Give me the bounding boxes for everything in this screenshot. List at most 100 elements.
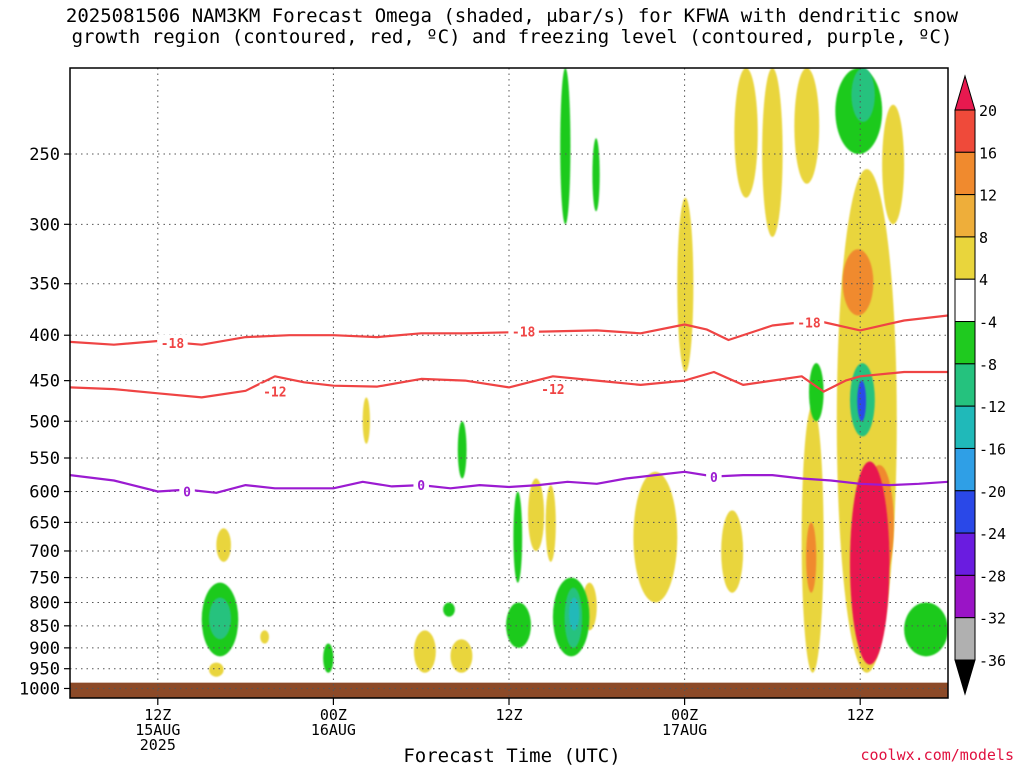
omega-shading-layer xyxy=(70,68,948,698)
y-axis: 2503003504004505005506006507007508008509… xyxy=(19,145,70,699)
omega-shade-blob xyxy=(849,461,890,665)
omega-shade-blob xyxy=(209,597,231,640)
contour-label-background xyxy=(413,477,429,493)
omega-shade-blob xyxy=(450,639,473,673)
x-tick-label: 12Z xyxy=(495,706,522,724)
colorbar-swatch xyxy=(954,363,976,407)
colorbar-swatch xyxy=(954,278,976,323)
omega-shade-blob xyxy=(413,630,436,673)
contour-label-background xyxy=(508,323,539,339)
x-tick-label: 2025 xyxy=(140,736,176,754)
y-tick-label: 750 xyxy=(29,569,60,589)
omega-shade-blob xyxy=(857,380,867,422)
contour-label-layer: -18 -18 -18 -12 -12 0 0 0 xyxy=(157,314,825,501)
colorbar-label: -32 xyxy=(979,610,1006,628)
colorbar-swatch xyxy=(954,532,976,576)
y-tick-label: 1000 xyxy=(19,679,60,699)
colorbar-label: -20 xyxy=(979,483,1006,501)
colorbar-swatch xyxy=(954,109,976,153)
y-tick-label: 950 xyxy=(29,660,60,680)
contour-label-background xyxy=(157,334,188,350)
omega-shade-blob xyxy=(734,68,758,198)
x-tick-label: 00Z xyxy=(320,706,347,724)
contour-label-background xyxy=(259,383,291,399)
y-tick-label: 400 xyxy=(29,326,60,346)
contour-label: 0 xyxy=(183,486,191,501)
colorbar-label: -24 xyxy=(979,525,1006,543)
colorbar-label: 8 xyxy=(979,229,988,247)
colorbar-swatch xyxy=(954,617,976,661)
contour-label: -12 xyxy=(263,386,286,401)
contour-line-0 xyxy=(70,470,948,494)
x-tick-label: 12Z xyxy=(144,706,171,724)
colorbar-label: -12 xyxy=(979,398,1006,416)
x-tick-label: 00Z xyxy=(671,706,698,724)
omega-shade-blob xyxy=(633,471,678,603)
y-tick-label: 900 xyxy=(29,639,60,659)
colorbar-swatch xyxy=(954,236,976,280)
omega-shade-blob xyxy=(806,522,817,593)
omega-shade-blob xyxy=(209,662,224,677)
contour-label: -18 xyxy=(797,316,821,331)
contour-label: 0 xyxy=(710,471,718,486)
attribution-link[interactable]: coolwx.com/models xyxy=(860,746,1014,764)
contour-label: -12 xyxy=(541,383,564,398)
omega-shade-blob xyxy=(568,597,580,631)
omega-shade-blob xyxy=(592,138,600,212)
omega-shade-blob xyxy=(762,68,783,237)
omega-shade-blob xyxy=(721,510,744,593)
omega-shade-blob xyxy=(260,630,270,644)
y-tick-label: 600 xyxy=(29,483,60,503)
y-tick-label: 500 xyxy=(29,412,60,432)
colorbar-label: -16 xyxy=(979,440,1006,458)
colorbar-label: -4 xyxy=(979,314,997,332)
omega-shade-blob xyxy=(323,643,334,673)
colorbar-swatch xyxy=(954,447,976,492)
grid-layer xyxy=(70,68,948,698)
omega-shade-blob xyxy=(904,602,948,657)
omega-shade-blob xyxy=(216,528,231,562)
colorbar-swatch xyxy=(954,151,976,196)
omega-shade-blob xyxy=(457,421,467,479)
x-tick-label: 17AUG xyxy=(662,721,707,739)
contour-label-background xyxy=(537,381,569,397)
contour-label-background xyxy=(706,469,722,485)
contour-label: 0 xyxy=(417,479,425,494)
omega-shade-blob xyxy=(851,68,875,122)
x-tick-label: 12Z xyxy=(847,706,874,724)
omega-shade-blob xyxy=(882,104,905,225)
colorbar-swatch xyxy=(954,194,976,238)
y-tick-label: 300 xyxy=(29,215,60,235)
y-tick-label: 850 xyxy=(29,617,60,637)
colorbar-label: 16 xyxy=(979,144,997,162)
omega-shade-blob xyxy=(528,478,545,551)
omega-shade-blob xyxy=(677,197,694,372)
colorbar-swatch xyxy=(954,490,976,534)
y-tick-label: 450 xyxy=(29,372,60,392)
y-tick-label: 650 xyxy=(29,513,60,533)
x-tick-label: 15AUG xyxy=(135,721,180,739)
omega-shade-blob xyxy=(513,491,523,583)
y-tick-label: 550 xyxy=(29,449,60,469)
omega-shade-blob xyxy=(560,68,571,225)
omega-shade-blob xyxy=(362,397,370,444)
colorbar-bottom-arrow xyxy=(954,659,976,696)
colorbar-label: -28 xyxy=(979,567,1006,585)
x-tick-label: 16AUG xyxy=(311,721,356,739)
colorbar-label: 20 xyxy=(979,102,997,120)
omega-shade-blob xyxy=(842,249,874,316)
chart-title: 2025081506 NAM3KM Forecast Omega (shaded… xyxy=(0,6,1024,48)
y-tick-label: 700 xyxy=(29,542,60,562)
colorbar-swatch xyxy=(954,321,976,365)
omega-shade-blob xyxy=(808,363,824,422)
colorbar-swatch xyxy=(954,574,976,619)
y-tick-label: 250 xyxy=(29,145,60,165)
x-axis-title: Forecast Time (UTC) xyxy=(403,745,621,767)
colorbar-swatch xyxy=(954,405,976,449)
omega-shade-blob xyxy=(443,602,455,617)
contour-label: -18 xyxy=(161,337,185,352)
contour-label-background xyxy=(793,314,825,330)
chart-title-line-1: 2025081506 NAM3KM Forecast Omega (shaded… xyxy=(65,5,959,27)
